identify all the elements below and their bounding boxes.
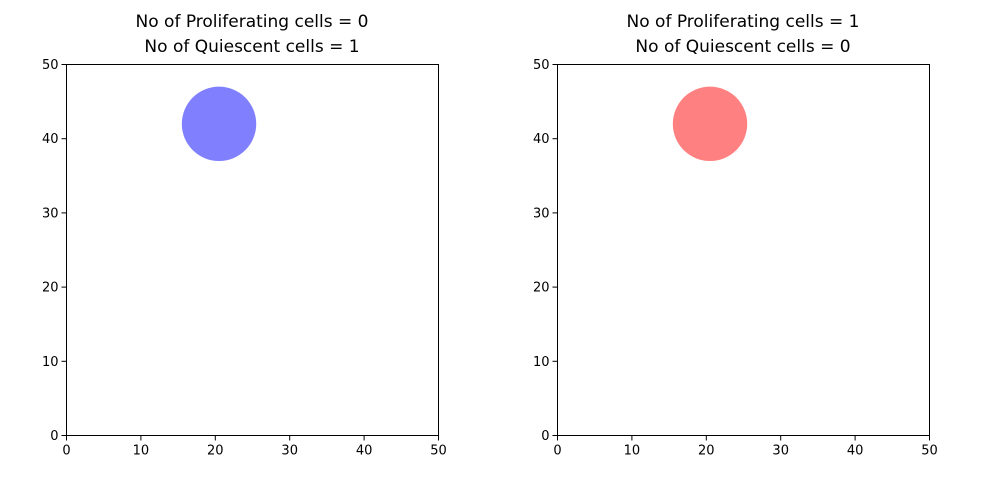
right-chart-x-tick-label-0: 0 [553, 444, 561, 459]
left-chart-y-tick-label-10: 10 [42, 355, 59, 370]
right-chart-plot-frame [557, 64, 930, 436]
right-chart-title-line-1: No of Proliferating cells = 1 [627, 12, 860, 32]
right-chart-x-tick-label-40: 40 [847, 444, 864, 459]
left-chart-y-tick-label-40: 40 [42, 132, 59, 147]
right-chart-x-tick-label-20: 20 [698, 444, 715, 459]
left-chart-y-tick-label-20: 20 [42, 281, 59, 296]
left-chart-x-tick-label-10: 10 [133, 444, 150, 459]
left-chart-quiescent-cell-0 [181, 86, 257, 162]
right-chart-proliferating-cell-0 [672, 86, 748, 162]
right-chart-y-tick-label-0: 0 [541, 429, 549, 444]
right-chart-y-tick-label-40: 40 [533, 132, 550, 147]
right-chart-marks [672, 86, 748, 162]
right-chart-panel: No of Proliferating cells = 1 No of Quie… [533, 12, 938, 459]
left-chart-axes: 0 10 20 30 40 50 0 10 20 30 40 50 [42, 58, 447, 459]
right-chart-x-tick-label-30: 30 [772, 444, 789, 459]
right-chart-x-tick-label-10: 10 [624, 444, 641, 459]
left-chart-y-tick-label-30: 30 [42, 206, 59, 221]
right-chart-y-tick-label-30: 30 [533, 206, 550, 221]
left-chart-title-line-1: No of Proliferating cells = 0 [136, 12, 369, 32]
right-chart-axes: 0 10 20 30 40 50 0 10 20 30 40 50 [533, 58, 938, 459]
left-chart-x-tick-label-0: 0 [62, 444, 70, 459]
left-chart-x-tick-label-50: 50 [430, 444, 447, 459]
left-chart-x-tick-label-40: 40 [356, 444, 373, 459]
left-chart-x-tick-label-30: 30 [281, 444, 298, 459]
right-chart-y-tick-label-50: 50 [533, 58, 550, 73]
left-chart-marks [181, 86, 257, 162]
left-chart-panel: No of Proliferating cells = 0 No of Quie… [42, 12, 447, 459]
left-chart-x-tick-label-20: 20 [207, 444, 224, 459]
right-chart-x-tick-label-50: 50 [921, 444, 938, 459]
left-chart-plot-frame [66, 64, 439, 436]
left-chart-y-tick-label-0: 0 [50, 429, 58, 444]
left-chart-title-line-2: No of Quiescent cells = 1 [144, 37, 359, 57]
left-chart-y-tick-label-50: 50 [42, 58, 59, 73]
right-chart-title-line-2: No of Quiescent cells = 0 [635, 37, 850, 57]
right-chart-y-tick-label-20: 20 [533, 281, 550, 296]
right-chart-y-tick-label-10: 10 [533, 355, 550, 370]
